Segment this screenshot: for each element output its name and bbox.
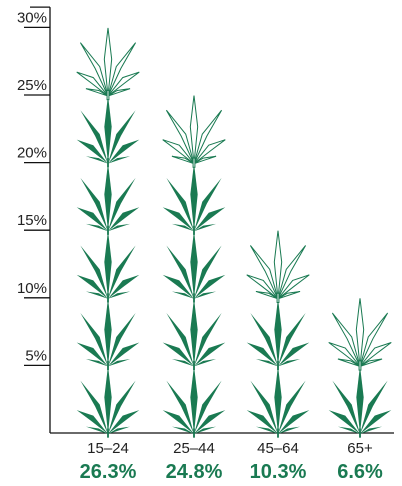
cannabis-leaf-partial-icon [162, 95, 226, 168]
y-tick-label: 20% [17, 145, 47, 162]
cannabis-leaf-icon [162, 230, 226, 303]
category-labels: 15–24 26.3% 25–44 24.8% 45–64 10.3% 65+ 6.6% [80, 440, 383, 483]
y-tick-label: 25% [17, 77, 47, 94]
y-tick-label: 10% [17, 280, 47, 297]
cannabis-leaf-icon [162, 365, 226, 438]
value-label: 6.6% [337, 461, 383, 483]
cannabis-leaf-partial-icon [76, 27, 140, 101]
cannabis-leaf-icon [76, 365, 140, 438]
value-label: 24.8% [166, 461, 223, 483]
value-label: 26.3% [80, 461, 137, 483]
cannabis-leaf-icon [246, 298, 310, 371]
leaf-columns [76, 27, 392, 438]
y-tick-label: 15% [17, 212, 47, 229]
cannabis-leaf-icon [162, 163, 226, 235]
cannabis-leaf-icon [246, 365, 310, 438]
category-label: 15–24 [87, 440, 129, 457]
cannabis-leaf-icon [328, 365, 392, 438]
y-tick-label: 30% [17, 9, 47, 26]
cannabis-leaf-icon [76, 230, 140, 303]
category-label: 45–64 [257, 440, 299, 457]
cannabis-leaf-partial-icon [328, 297, 392, 371]
cannabis-leaf-icon [162, 298, 226, 371]
axes: 5% 10% 15% 20% 25% 30% [17, 6, 394, 434]
category-label: 65+ [347, 440, 373, 457]
cannabis-leaf-icon [76, 298, 140, 371]
category-label: 25–44 [173, 440, 215, 457]
y-tick-label: 5% [25, 347, 47, 364]
cannabis-leaf-icon [76, 95, 140, 168]
value-label: 10.3% [250, 461, 307, 483]
cannabis-leaf-partial-icon [246, 230, 310, 303]
cannabis-leaf-icon [76, 163, 140, 235]
